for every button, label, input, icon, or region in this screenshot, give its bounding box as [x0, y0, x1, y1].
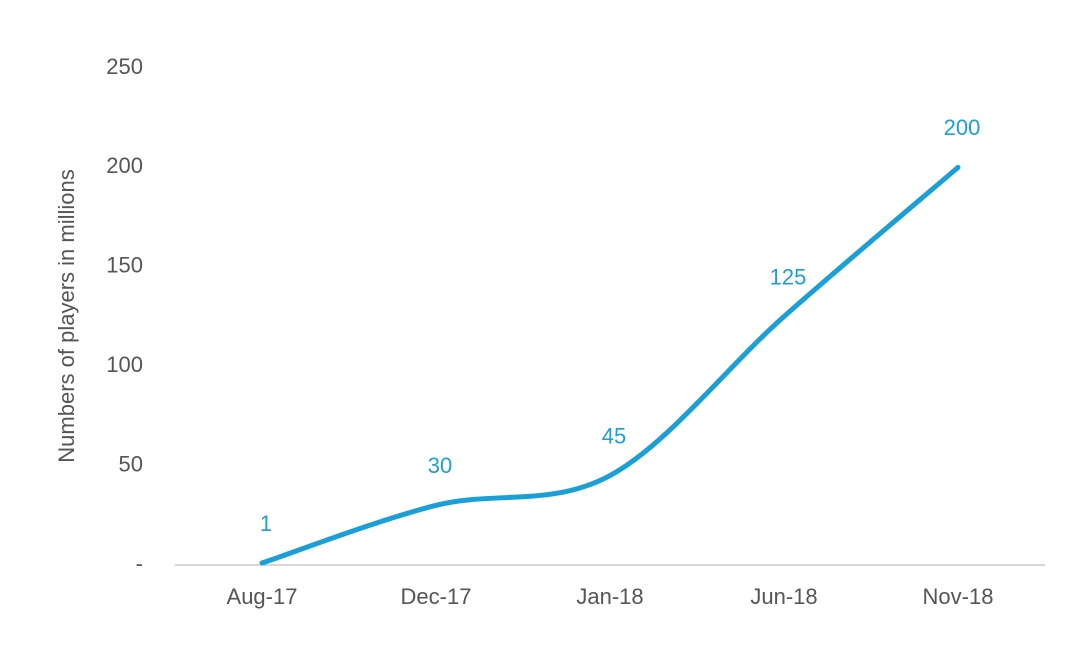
- data-label: 30: [428, 453, 452, 478]
- y-tick-label: 50: [119, 451, 143, 476]
- x-tick-label: Dec-17: [401, 584, 472, 609]
- data-label: 200: [944, 115, 981, 140]
- line: [259, 164, 961, 566]
- data-label: 1: [260, 511, 272, 536]
- y-tick-label: 100: [106, 352, 143, 377]
- y-tick-label: 250: [106, 54, 143, 79]
- data-label: 125: [770, 264, 807, 289]
- y-tick-label: 150: [106, 253, 143, 278]
- y-tick-label: -: [136, 551, 143, 576]
- x-tick-label: Nov-18: [923, 584, 994, 609]
- x-tick-label: Aug-17: [227, 584, 298, 609]
- y-tick-label: 200: [106, 153, 143, 178]
- data-label: 45: [602, 423, 626, 448]
- y-axis-title: Numbers of players in millions: [54, 169, 79, 462]
- x-tick-label: Jan-18: [576, 584, 643, 609]
- x-tick-label: Jun-18: [750, 584, 817, 609]
